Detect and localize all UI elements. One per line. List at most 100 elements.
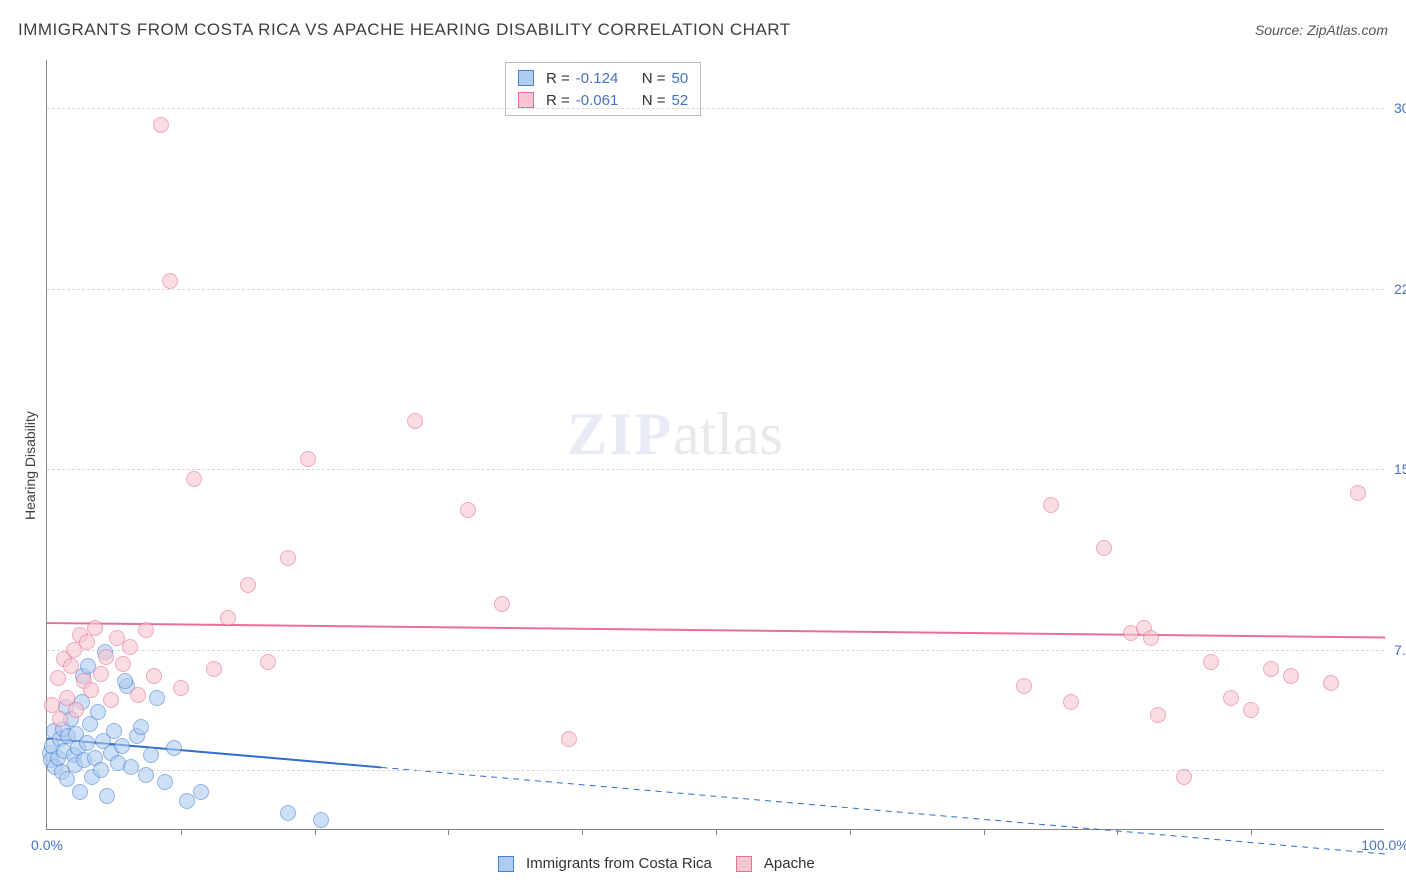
x-minor-tick (716, 829, 717, 835)
point-apache (300, 451, 316, 467)
point-apache (1016, 678, 1032, 694)
point-costa_rica (133, 719, 149, 735)
x-minor-tick (1117, 829, 1118, 835)
point-apache (1043, 497, 1059, 513)
x-minor-tick (448, 829, 449, 835)
point-apache (220, 610, 236, 626)
legend-item-apache: Apache (736, 855, 815, 872)
grid-line (47, 469, 1384, 470)
swatch-apache (736, 856, 752, 872)
point-apache (1243, 702, 1259, 718)
point-apache (153, 117, 169, 133)
point-apache (240, 577, 256, 593)
x-minor-tick (315, 829, 316, 835)
point-apache (1350, 485, 1366, 501)
point-apache (162, 273, 178, 289)
series-legend: Immigrants from Costa Rica Apache (498, 855, 815, 872)
y-tick-label: 30.0% (1394, 100, 1406, 116)
y-tick-label: 22.5% (1394, 281, 1406, 297)
point-apache (206, 661, 222, 677)
point-apache (280, 550, 296, 566)
point-apache (103, 692, 119, 708)
trend-line-dashed-costa_rica (382, 767, 1386, 854)
point-apache (460, 502, 476, 518)
r-value-apache: -0.061 (576, 92, 636, 109)
point-apache (1176, 769, 1192, 785)
grid-line (47, 108, 1384, 109)
point-costa_rica (117, 673, 133, 689)
swatch-costa_rica (518, 70, 534, 86)
grid-line (47, 289, 1384, 290)
point-apache (50, 670, 66, 686)
point-costa_rica (59, 771, 75, 787)
point-apache (122, 639, 138, 655)
x-minor-tick (984, 829, 985, 835)
trend-lines-layer (47, 60, 1385, 830)
point-costa_rica (123, 759, 139, 775)
stat-row-costa_rica: R = -0.124 N = 50 (518, 67, 688, 89)
point-costa_rica (72, 784, 88, 800)
point-apache (87, 620, 103, 636)
point-apache (561, 731, 577, 747)
legend-label-costa_rica: Immigrants from Costa Rica (526, 855, 712, 872)
point-apache (83, 682, 99, 698)
n-value-apache: 52 (672, 92, 689, 109)
point-apache (63, 658, 79, 674)
point-costa_rica (166, 740, 182, 756)
point-apache (173, 680, 189, 696)
point-apache (68, 702, 84, 718)
swatch-costa_rica (498, 856, 514, 872)
point-apache (1150, 707, 1166, 723)
plot-area: ZIPatlas R =-0.124N =50R =-0.061N =52 7.… (46, 60, 1384, 830)
y-tick-label: 15.0% (1394, 461, 1406, 477)
point-costa_rica (114, 738, 130, 754)
y-tick-label: 7.5% (1394, 642, 1406, 658)
x-minor-tick (850, 829, 851, 835)
grid-line (47, 650, 1384, 651)
n-label: N = (642, 92, 666, 109)
point-apache (79, 634, 95, 650)
n-value-costa_rica: 50 (672, 70, 689, 87)
x-minor-tick (181, 829, 182, 835)
source-label: Source: ZipAtlas.com (1255, 22, 1388, 38)
x-minor-tick (1251, 829, 1252, 835)
point-apache (93, 666, 109, 682)
point-costa_rica (313, 812, 329, 828)
point-apache (52, 711, 68, 727)
point-costa_rica (149, 690, 165, 706)
point-costa_rica (280, 805, 296, 821)
point-apache (1203, 654, 1219, 670)
chart-title: IMMIGRANTS FROM COSTA RICA VS APACHE HEA… (18, 20, 791, 40)
x-tick-label: 100.0% (1361, 837, 1406, 853)
point-costa_rica (193, 784, 209, 800)
y-axis-label: Hearing Disability (22, 411, 38, 520)
point-apache (1143, 630, 1159, 646)
r-label: R = (546, 92, 570, 109)
point-costa_rica (93, 762, 109, 778)
x-tick-label: 0.0% (31, 837, 63, 853)
legend-item-costa_rica: Immigrants from Costa Rica (498, 855, 712, 872)
point-apache (186, 471, 202, 487)
point-apache (407, 413, 423, 429)
point-costa_rica (138, 767, 154, 783)
point-apache (1323, 675, 1339, 691)
swatch-apache (518, 92, 534, 108)
point-apache (1063, 694, 1079, 710)
point-apache (1096, 540, 1112, 556)
trend-line-apache (47, 623, 1385, 637)
n-label: N = (642, 70, 666, 87)
point-costa_rica (157, 774, 173, 790)
point-apache (130, 687, 146, 703)
legend-label-apache: Apache (764, 855, 815, 872)
point-apache (98, 649, 114, 665)
point-apache (138, 622, 154, 638)
r-value-costa_rica: -0.124 (576, 70, 636, 87)
point-apache (1223, 690, 1239, 706)
point-apache (115, 656, 131, 672)
point-apache (1263, 661, 1279, 677)
chart-container: IMMIGRANTS FROM COSTA RICA VS APACHE HEA… (0, 0, 1406, 892)
point-apache (1283, 668, 1299, 684)
x-minor-tick (582, 829, 583, 835)
point-costa_rica (99, 788, 115, 804)
r-label: R = (546, 70, 570, 87)
